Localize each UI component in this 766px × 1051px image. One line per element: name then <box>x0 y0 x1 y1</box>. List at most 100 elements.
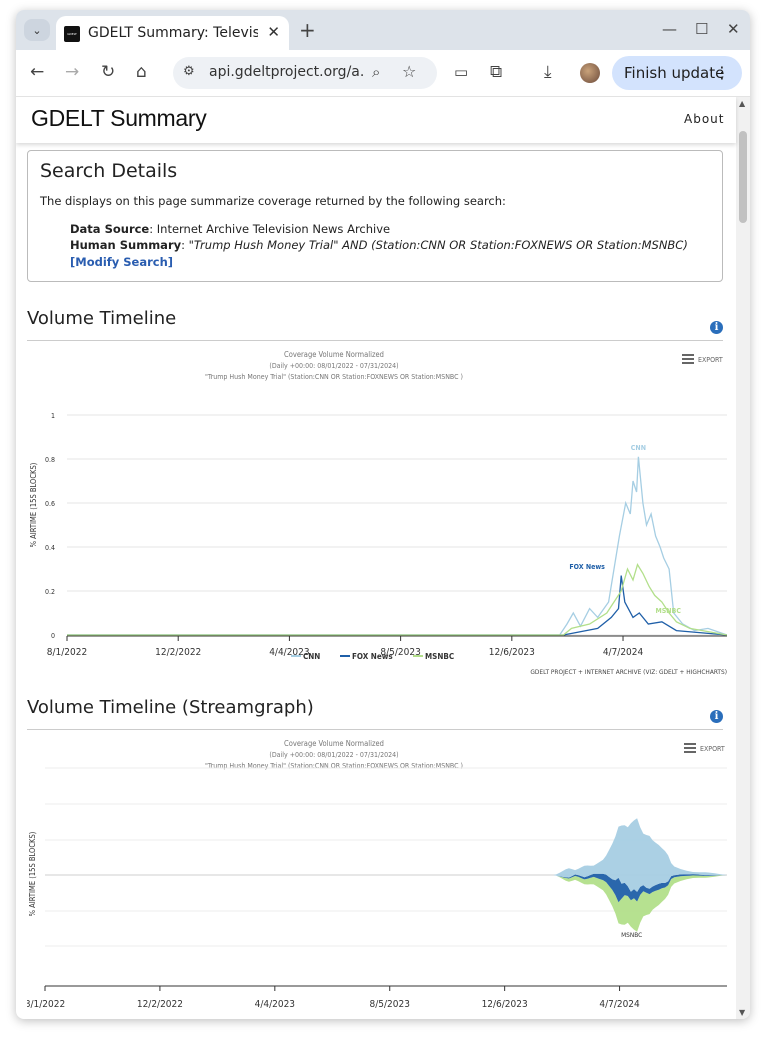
close-window-icon[interactable]: ✕ <box>727 20 740 38</box>
active-tab[interactable]: GDELT GDELT Summary: Televis ✕ <box>56 16 289 50</box>
volume-timeline-chart: Coverage Volume Normalized (Daily +00:00… <box>27 345 728 685</box>
data-source-row: Data Source: Internet Archive Television… <box>70 222 390 236</box>
export-menu-icon-bar <box>684 751 696 753</box>
scroll-up-icon[interactable]: ▲ <box>739 99 746 108</box>
x-tick-label: 4/7/2024 <box>599 999 640 1010</box>
series-line-msnbc <box>67 563 728 636</box>
address-bar[interactable]: ⚙ api.gdeltproject.org/a... ⌕ ☆ <box>173 57 437 89</box>
scrollbar-thumb[interactable] <box>739 131 747 223</box>
volume-timeline-title: Volume Timeline <box>27 308 177 329</box>
page-scrollbar[interactable]: ▲ ▼ <box>736 97 750 1019</box>
maximize-icon[interactable]: ☐ <box>695 20 709 38</box>
minimize-icon[interactable]: — <box>662 20 677 38</box>
site-title: GDELT Summary <box>31 105 207 131</box>
human-summary-row: Human Summary: "Trump Hush Money Trial" … <box>70 238 688 252</box>
home-icon[interactable]: ⌂ <box>136 62 147 82</box>
menu-kebab-icon[interactable]: ⋮ <box>714 63 730 82</box>
search-details-panel: Search Details The displays on this page… <box>27 150 723 282</box>
y-tick-label: 0.6 <box>45 500 55 508</box>
download-icon[interactable]: ⤓ <box>544 62 552 82</box>
x-tick-label: 12/2/2022 <box>137 999 183 1010</box>
modify-search-link[interactable]: [Modify Search] <box>70 255 174 269</box>
back-icon[interactable]: ← <box>30 62 45 82</box>
data-source-value: : Internet Archive Television News Archi… <box>149 222 391 236</box>
x-tick-label: 12/2/2022 <box>155 647 201 658</box>
browser-window: ⌄ GDELT GDELT Summary: Televis ✕ + — ☐ ✕… <box>16 10 750 1019</box>
series-line-fox-news <box>67 575 728 636</box>
x-tick-label: 8/1/2022 <box>47 647 87 658</box>
streamgraph-chart: Coverage Volume Normalized (Daily +00:00… <box>25 734 727 1019</box>
volume-timeline-info-icon[interactable]: i <box>710 321 723 334</box>
close-tab-icon[interactable]: ✕ <box>267 23 280 41</box>
forward-icon[interactable]: → <box>65 62 80 82</box>
x-tick-label: 8/1/2022 <box>27 999 65 1010</box>
export-label: EXPORT <box>698 356 723 364</box>
y-axis-label: % AIRTIME (15S BLOCKS) <box>28 831 37 916</box>
x-tick-label: 12/6/2023 <box>489 647 535 658</box>
about-link[interactable]: About <box>684 112 725 126</box>
site-info-icon[interactable]: ⚙ <box>183 64 195 79</box>
stream-layer-cnn <box>45 818 727 892</box>
tab-search-button[interactable]: ⌄ <box>24 19 50 41</box>
export-menu-icon-bar <box>684 747 696 749</box>
site-header: GDELT Summary About <box>16 97 736 143</box>
streamgraph-title: Volume Timeline (Streamgraph) <box>27 697 314 718</box>
x-tick-label: 4/4/2023 <box>269 647 309 658</box>
bookmark-star-icon[interactable]: ☆ <box>402 62 417 81</box>
y-tick-label: 0.2 <box>45 588 55 596</box>
x-tick-label: 4/7/2024 <box>603 647 644 658</box>
series-annotation: FOX News <box>569 563 605 571</box>
series-line-cnn <box>67 456 728 636</box>
x-tick-label: 4/4/2023 <box>255 999 295 1010</box>
reload-icon[interactable]: ↻ <box>101 62 116 82</box>
new-tab-button[interactable]: + <box>299 18 316 42</box>
scroll-down-icon[interactable]: ▼ <box>739 1008 746 1017</box>
export-menu-icon-bar <box>682 362 694 364</box>
human-summary-label: Human Summary <box>70 238 182 252</box>
chart-credits: GDELT PROJECT + INTERNET ARCHIVE (VIZ: G… <box>530 668 727 676</box>
series-annotation: MSNBC <box>655 607 681 615</box>
page-content: GDELT Summary About Search Details The d… <box>16 97 750 1019</box>
chart-subtitle-dates: (Daily +00:00: 08/01/2022 - 07/31/2024) <box>269 362 398 370</box>
chart-subtitle-dates: (Daily +00:00: 08/01/2022 - 07/31/2024) <box>269 751 398 759</box>
chart-subtitle-query: "Trump Hush Money Trial" (Station:CNN OR… <box>205 373 463 381</box>
legend-item: FOX News <box>352 652 393 661</box>
section-divider <box>27 729 723 730</box>
extensions-icon[interactable]: ⧉ <box>490 62 503 82</box>
export-menu-button[interactable]: EXPORT <box>682 354 723 364</box>
export-menu-icon-bar <box>682 358 694 360</box>
finish-update-button[interactable]: Finish update ⋮ <box>612 56 742 90</box>
chart-title: Coverage Volume Normalized <box>284 739 384 748</box>
y-axis-label: % AIRTIME (15S BLOCKS) <box>29 462 38 547</box>
streamgraph-svg: Coverage Volume Normalized (Daily +00:00… <box>25 739 727 1010</box>
legend-item: MSNBC <box>425 652 454 661</box>
zoom-icon[interactable]: ⌕ <box>372 63 381 81</box>
favicon: GDELT <box>64 26 80 42</box>
search-details-description: The displays on this page summarize cove… <box>40 194 506 208</box>
human-summary-value: "Trump Hush Money Trial" AND (Station:CN… <box>188 238 688 252</box>
export-menu-icon-bar <box>682 354 694 356</box>
series-annotation: MSNBC <box>621 931 642 939</box>
series-annotation: CNN <box>631 444 646 452</box>
data-source-label: Data Source <box>70 222 150 236</box>
export-label: EXPORT <box>700 745 725 753</box>
browser-toolbar: ← → ↻ ⌂ ⚙ api.gdeltproject.org/a... ⌕ ☆ … <box>16 50 750 97</box>
finish-update-label: Finish update <box>624 64 725 82</box>
tab-title: GDELT Summary: Televis <box>88 25 258 41</box>
export-menu-icon-bar <box>684 743 696 745</box>
x-tick-label: 8/5/2023 <box>370 999 410 1010</box>
y-tick-label: 0.8 <box>45 456 55 464</box>
legend-item: CNN <box>303 652 320 661</box>
profile-avatar[interactable] <box>580 63 600 83</box>
streamgraph-info-icon[interactable]: i <box>710 710 723 723</box>
search-details-title: Search Details <box>40 160 178 182</box>
volume-timeline-svg: Coverage Volume Normalized (Daily +00:00… <box>29 350 728 676</box>
export-menu-button[interactable]: EXPORT <box>684 743 725 753</box>
y-tick-label: 0 <box>51 632 55 640</box>
y-tick-label: 0.4 <box>45 544 55 552</box>
y-tick-label: 1 <box>51 412 55 420</box>
reading-mode-icon[interactable]: ▭ <box>454 63 469 81</box>
url-text[interactable]: api.gdeltproject.org/a... <box>209 64 364 80</box>
x-tick-label: 12/6/2023 <box>482 999 528 1010</box>
x-tick-label: 8/5/2023 <box>380 647 420 658</box>
